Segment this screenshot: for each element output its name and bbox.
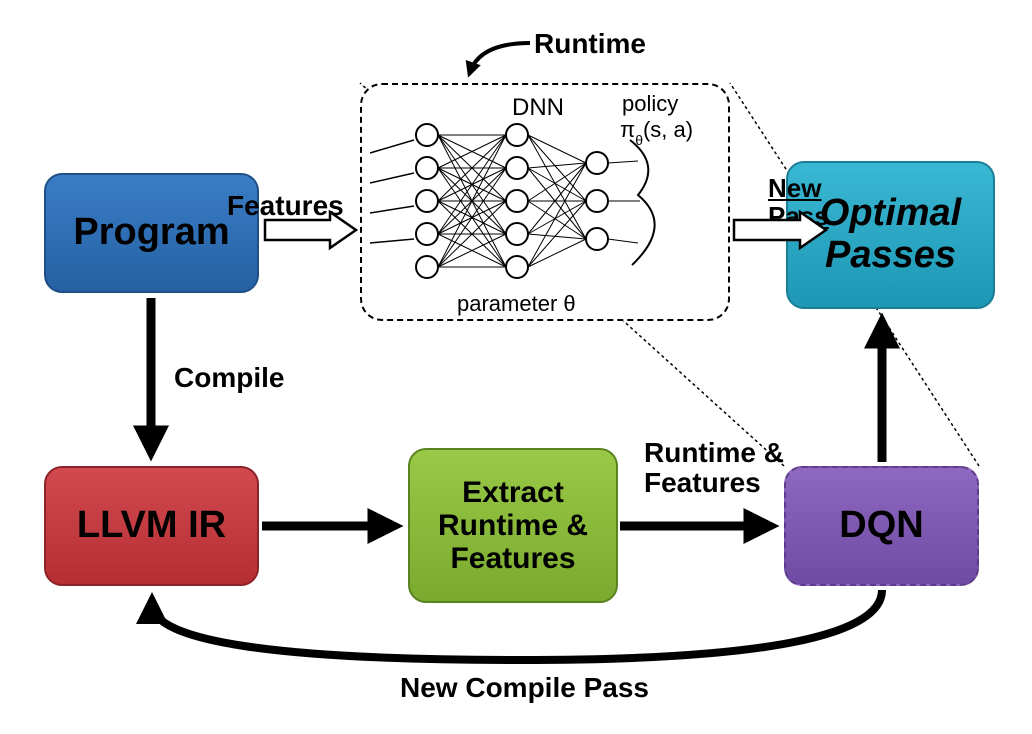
runtime-feat-label-1: Runtime & <box>644 437 784 469</box>
dnn-panel: DNN policy πθ(s, a) parameter θ <box>360 83 730 321</box>
new-compile-label: New Compile Pass <box>400 672 649 704</box>
param-label: parameter θ <box>457 291 576 316</box>
runtime-feat-label-2: Features <box>644 467 761 499</box>
dqn-box: DQN <box>784 466 979 586</box>
features-label: Features <box>227 190 344 222</box>
pi-label: πθ(s, a) <box>620 117 693 148</box>
new-pass-label-2: Pass <box>768 201 829 232</box>
optimal-label: Optimal Passes <box>820 193 961 277</box>
compile-label: Compile <box>174 362 284 394</box>
runtime-top-label: Runtime <box>534 28 646 60</box>
extract-label: Extract Runtime & Features <box>438 476 588 575</box>
llvmir-box: LLVM IR <box>44 466 259 586</box>
program-label: Program <box>73 212 229 254</box>
new-pass-label-1: New <box>768 173 821 204</box>
dqn-label: DQN <box>839 505 923 547</box>
dnn-network-svg: DNN policy πθ(s, a) parameter θ <box>362 85 732 323</box>
extract-box: Extract Runtime & Features <box>408 448 618 603</box>
policy-label: policy <box>622 91 678 116</box>
dnn-label: DNN <box>512 94 564 121</box>
llvmir-label: LLVM IR <box>77 505 226 547</box>
